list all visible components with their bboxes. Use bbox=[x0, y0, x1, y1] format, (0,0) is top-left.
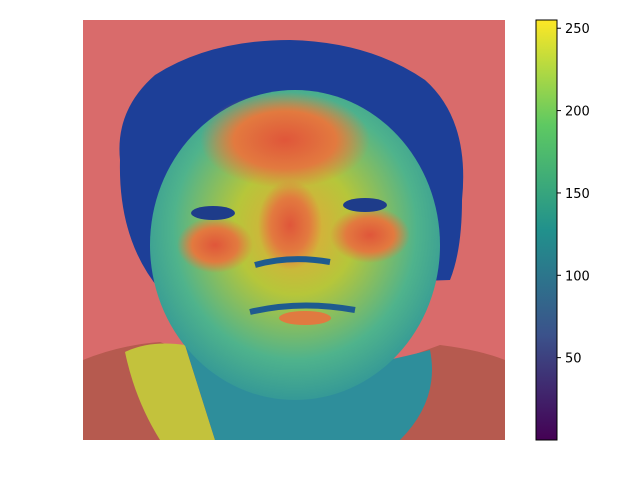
heatmap-lower-lip bbox=[279, 311, 331, 325]
heatmap-right-cheek bbox=[330, 207, 410, 263]
heatmap-neck bbox=[125, 343, 215, 440]
colorbar-ticks: 50 100 150 200 250 bbox=[557, 22, 590, 367]
heatmap-nose bbox=[258, 180, 322, 270]
heatmap-mouth bbox=[249, 302, 356, 315]
colorbar-tick-label: 100 bbox=[565, 269, 590, 284]
heatmap-left-cheek bbox=[177, 217, 253, 273]
colorbar-tick-label: 50 bbox=[565, 352, 582, 367]
heatmap-forehead bbox=[200, 92, 370, 188]
heatmap-left-eye bbox=[191, 206, 235, 220]
colorbar-tick-label: 250 bbox=[565, 22, 590, 37]
colorbar-tick-label: 150 bbox=[565, 187, 590, 202]
colorbar: 50 100 150 200 250 bbox=[535, 19, 590, 441]
heatmap-right-eye bbox=[343, 198, 387, 212]
colorbar-tick-label: 200 bbox=[565, 105, 590, 120]
colorbar-gradient bbox=[535, 19, 558, 441]
heatmap-image bbox=[83, 20, 505, 440]
heatmap-nostrils bbox=[254, 256, 331, 268]
